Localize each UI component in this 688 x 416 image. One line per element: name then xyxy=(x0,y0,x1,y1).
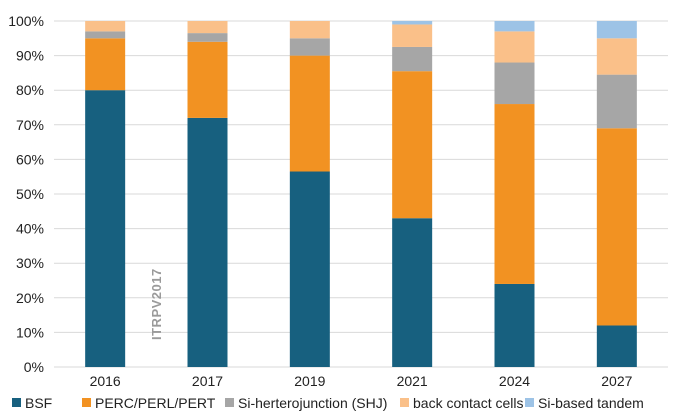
x-category-label: 2021 xyxy=(397,373,428,389)
bar-segment xyxy=(289,55,330,172)
legend-item: Si-based tandem xyxy=(525,395,644,411)
bars xyxy=(85,21,637,367)
bar-segment xyxy=(85,21,126,32)
bar-stack-2016 xyxy=(85,21,126,367)
bar-segment xyxy=(494,283,535,367)
y-tick-label: 50% xyxy=(16,186,44,202)
bar-segment xyxy=(289,21,330,39)
y-axis-tick-labels: 0% 10% 20% 30% 40% 50% 60% 70% 80% 90% 100% xyxy=(8,13,44,375)
bar-stack-2024 xyxy=(494,21,535,367)
legend-swatch xyxy=(82,398,91,407)
bar-stack-2017 xyxy=(187,21,228,367)
y-tick-label: 60% xyxy=(16,151,44,167)
x-axis-category-labels: 2016 2017 2019 2021 2024 2027 xyxy=(90,373,633,389)
legend-item: PERC/PERL/PERT xyxy=(82,395,216,411)
y-tick-label: 30% xyxy=(16,255,44,271)
y-tick-label: 0% xyxy=(24,359,44,375)
legend-label: Si-herterojunction (SHJ) xyxy=(238,395,387,411)
legend-label: BSF xyxy=(25,395,52,411)
legend-label: back contact cells xyxy=(413,395,524,411)
y-tick-label: 10% xyxy=(16,324,44,340)
x-category-label: 2024 xyxy=(499,373,530,389)
legend-swatch xyxy=(525,398,534,407)
bar-segment xyxy=(596,325,637,367)
y-tick-label: 20% xyxy=(16,290,44,306)
bar-segment xyxy=(85,90,126,367)
bar-segment xyxy=(85,38,126,91)
bar-segment xyxy=(392,46,433,72)
bar-segment xyxy=(494,21,535,32)
bar-stack-2021 xyxy=(392,21,433,367)
legend-label: Si-based tandem xyxy=(538,395,644,411)
bar-segment xyxy=(494,31,535,63)
bar-segment xyxy=(187,117,228,367)
bar-segment xyxy=(596,74,637,129)
bar-segment xyxy=(596,38,637,75)
bar-stack-2027 xyxy=(596,21,637,367)
bar-stack-2019 xyxy=(289,21,330,367)
watermark-annotation: ITRPV2017 xyxy=(149,268,164,340)
bar-segment xyxy=(187,41,228,118)
bar-segment xyxy=(392,218,433,367)
bar-segment xyxy=(392,24,433,47)
x-category-label: 2027 xyxy=(601,373,632,389)
x-category-label: 2016 xyxy=(90,373,121,389)
legend-label: PERC/PERL/PERT xyxy=(95,395,216,411)
bar-segment xyxy=(494,62,535,105)
legend-item: Si-herterojunction (SHJ) xyxy=(225,395,387,411)
y-tick-label: 90% xyxy=(16,48,44,64)
bar-segment xyxy=(289,38,330,56)
y-tick-label: 80% xyxy=(16,82,44,98)
bar-segment xyxy=(392,71,433,219)
bar-segment xyxy=(392,21,433,25)
bar-segment xyxy=(187,33,228,42)
gridlines xyxy=(54,20,668,368)
legend-swatch xyxy=(12,398,21,407)
legend-item: BSF xyxy=(12,395,52,411)
bar-segment xyxy=(85,31,126,39)
y-tick-label: 100% xyxy=(8,13,44,29)
bar-segment xyxy=(494,104,535,284)
legend: BSF PERC/PERL/PERT Si-herterojunction (SHJ… xyxy=(12,395,644,411)
bar-segment xyxy=(596,21,637,39)
bar-segment xyxy=(187,21,228,34)
y-tick-label: 40% xyxy=(16,221,44,237)
legend-swatch xyxy=(225,398,234,407)
bar-segment xyxy=(596,128,637,326)
x-category-label: 2017 xyxy=(192,373,223,389)
legend-item: back contact cells xyxy=(400,395,524,411)
x-category-label: 2019 xyxy=(294,373,325,389)
legend-swatch xyxy=(400,398,409,407)
bar-segment xyxy=(289,171,330,367)
y-tick-label: 70% xyxy=(16,117,44,133)
